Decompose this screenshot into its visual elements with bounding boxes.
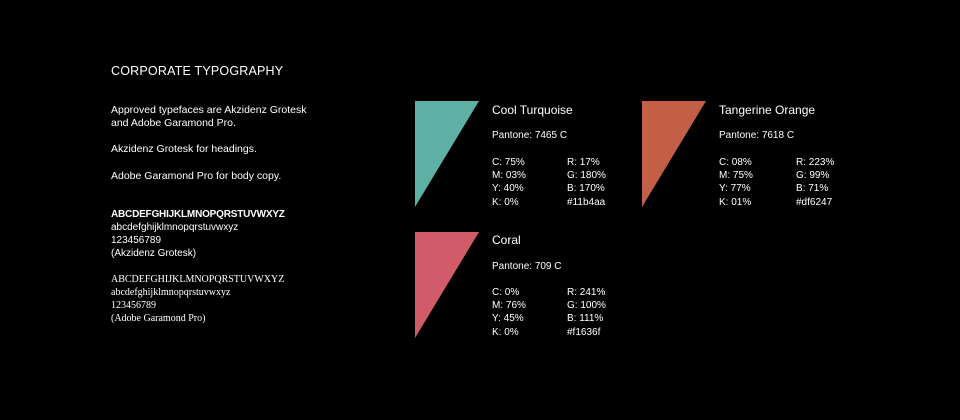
cmyk-c: C: 0% [492,287,520,298]
cmyk-k: K: 01% [719,196,752,208]
coral-name: Coral [492,233,521,247]
coral-pantone: Pantone: 709 C [492,261,562,272]
cmyk-k: K: 0% [492,196,519,208]
turquoise-name: Cool Turquoise [492,103,573,117]
sans-typeface-name: (Akzidenz Grotesk) [111,248,197,259]
cmyk-y: Y: 77% [719,183,751,195]
sans-digits: 123456789 [111,235,162,246]
hex-code: #df6247 [796,196,833,208]
approved-typefaces-text: Approved typefaces are Akzidenz Grotesk … [111,104,307,130]
orange-name: Tangerine Orange [719,103,816,117]
page-title: CORPORATE TYPOGRAPHY [111,64,284,78]
coral-rgb: R: 241% G: 100% B: 111% #f1636f [567,286,606,339]
turquoise-cmyk: C: 75% M: 03% Y: 40% K: 0% [492,156,526,209]
serif-typeface-name: (Adobe Garamond Pro) [111,313,206,324]
turquoise-rgb: R: 17% G: 180% B: 170% #11b4aa [567,156,606,209]
coral-cmyk: C: 0% M: 76% Y: 45% K: 0% [492,286,526,339]
rgb-g: G: 180% [567,170,606,182]
serif-digits: 123456789 [111,300,156,311]
orange-pantone: Pantone: 7618 C [719,130,795,141]
garamond-sample: ABCDEFGHIJKLMNOPQRSTUVWXYZ abcdefghijklm… [111,273,284,325]
cmyk-c: C: 08% [719,157,752,168]
approved-line-1: Approved typefaces are Akzidenz Grotesk [111,104,307,116]
turquoise-swatch [415,101,479,207]
serif-lowercase: abcdefghijklmnopqrstuvwxyz [111,287,231,298]
cmyk-m: M: 75% [719,170,753,182]
sans-lowercase: abcdefghijklmnopqrstuvwxyz [111,222,239,233]
cmyk-k: K: 0% [492,326,519,338]
body-typeface-text: Adobe Garamond Pro for body copy. [111,170,282,182]
sans-uppercase: ABCDEFGHIJKLMNOPQRSTUVWXYZ [111,209,285,220]
hex-code: #11b4aa [567,196,606,208]
orange-cmyk: C: 08% M: 75% Y: 77% K: 01% [719,156,753,209]
orange-rgb: R: 223% G: 99% B: 71% #df6247 [796,156,834,209]
hex-code: #f1636f [567,326,601,338]
approved-line-2: and Adobe Garamond Pro. [111,117,236,129]
cmyk-c: C: 75% [492,157,525,168]
cmyk-y: Y: 40% [492,183,524,195]
orange-swatch [642,101,706,207]
rgb-b: B: 170% [567,183,605,195]
rgb-r: R: 223% [796,157,835,168]
cmyk-y: Y: 45% [492,313,524,325]
rgb-g: G: 100% [567,300,606,312]
headings-typeface-text: Akzidenz Grotesk for headings. [111,143,257,155]
cmyk-m: M: 76% [492,300,526,312]
akzidenz-sample: ABCDEFGHIJKLMNOPQRSTUVWXYZ abcdefghijklm… [111,208,285,260]
rgb-r: R: 241% [567,287,606,298]
serif-uppercase: ABCDEFGHIJKLMNOPQRSTUVWXYZ [111,274,285,285]
coral-swatch [415,232,479,338]
rgb-b: B: 71% [796,183,829,195]
turquoise-pantone: Pantone: 7465 C [492,130,568,141]
rgb-g: G: 99% [796,170,830,182]
rgb-b: B: 111% [567,313,604,325]
cmyk-m: M: 03% [492,170,526,182]
rgb-r: R: 17% [567,157,600,168]
